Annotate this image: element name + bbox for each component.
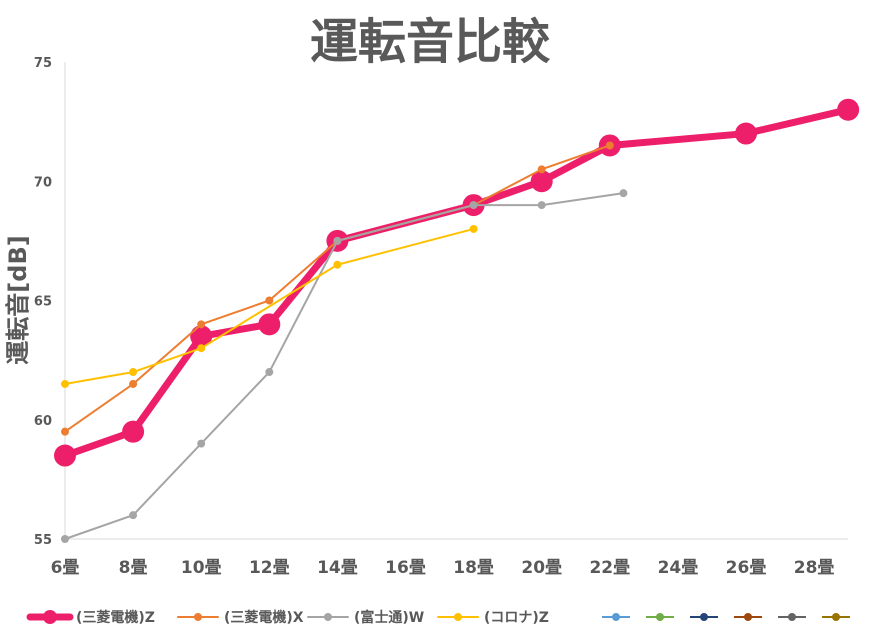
x-tick-label: 16畳 — [385, 558, 426, 578]
x-tick-label: 20畳 — [521, 558, 562, 578]
legend-label: (三菱電機)Z — [76, 609, 155, 626]
legend-marker — [43, 610, 57, 624]
legend-marker — [612, 613, 620, 621]
series-line — [64, 144, 611, 433]
data-point — [258, 313, 281, 336]
legend-marker — [832, 613, 840, 621]
data-point — [197, 439, 206, 448]
x-tick-label: 18畳 — [453, 558, 494, 578]
legend: (三菱電機)Z (三菱電機)X (富士通)W (コロナ)Z — [26, 609, 850, 626]
data-point — [265, 368, 274, 377]
x-tick-label: 24畳 — [658, 558, 699, 578]
data-point — [837, 98, 860, 121]
data-point — [537, 201, 546, 210]
series-line — [64, 227, 475, 385]
data-point — [61, 427, 69, 436]
x-tick-label: 14畳 — [317, 558, 358, 578]
x-tick-label: 22畳 — [589, 558, 630, 578]
data-point — [122, 420, 145, 443]
data-point — [333, 260, 342, 269]
y-axis-label: 運転音[dB] — [4, 235, 32, 364]
data-point — [190, 325, 213, 348]
legend-marker — [194, 613, 202, 621]
x-tick-label: 12畳 — [249, 558, 290, 578]
y-ticks: 55 60 65 70 75 — [34, 56, 52, 548]
legend-label: (コロナ)Z — [484, 610, 549, 626]
legend-marker — [788, 613, 796, 621]
data-point — [129, 368, 138, 377]
data-point — [265, 296, 274, 305]
data-point — [469, 224, 478, 233]
x-tick-label: 28畳 — [794, 558, 835, 578]
y-tick-label: 75 — [34, 56, 52, 71]
data-point — [129, 379, 138, 388]
data-point — [54, 444, 76, 467]
data-point — [530, 170, 553, 193]
data-point — [61, 379, 69, 388]
data-point — [197, 320, 206, 329]
y-tick-label: 65 — [34, 295, 52, 310]
data-point — [469, 201, 478, 210]
x-tick-label: 6畳 — [51, 558, 80, 578]
chart-title: 運転音比較 — [310, 14, 551, 70]
legend-label: (三菱電機)X — [224, 609, 304, 626]
data-point — [129, 511, 138, 520]
data-point — [735, 122, 757, 145]
legend-marker — [656, 613, 664, 621]
series-line — [64, 192, 625, 540]
x-ticks: 6畳 8畳 10畳 12畳 14畳 16畳 18畳 20畳 22畳 24畳 26畳 28畳 — [51, 558, 835, 578]
series-line — [61, 106, 852, 460]
x-tick-label: 26畳 — [726, 558, 767, 578]
data-point — [605, 141, 614, 150]
data-point — [197, 344, 206, 353]
y-tick-label: 55 — [34, 533, 52, 548]
legend-marker — [700, 613, 708, 621]
data-point — [61, 535, 69, 543]
legend-marker — [454, 613, 462, 621]
x-tick-label: 8畳 — [119, 558, 148, 578]
legend-marker — [324, 613, 332, 621]
legend-marker — [744, 613, 752, 621]
y-tick-label: 60 — [34, 414, 52, 429]
series-layer — [54, 98, 860, 543]
data-point — [333, 236, 342, 245]
data-point — [537, 165, 546, 174]
y-tick-label: 70 — [34, 175, 52, 190]
x-tick-label: 10畳 — [181, 558, 222, 578]
data-point — [619, 189, 628, 198]
legend-label: (富士通)W — [354, 609, 424, 626]
